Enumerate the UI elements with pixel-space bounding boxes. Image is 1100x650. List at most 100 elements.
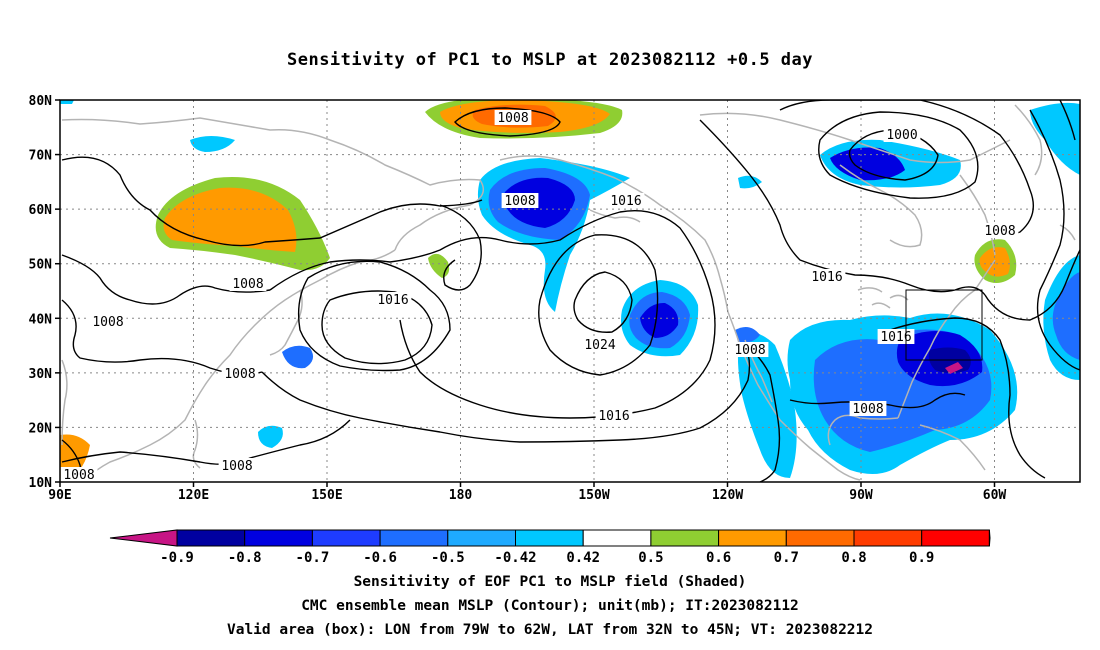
contour-1008-arctic (454, 107, 561, 137)
figure-title: Sensitivity of PC1 to MSLP at 2023082112… (286, 50, 813, 70)
svg-text:1008: 1008 (63, 468, 94, 483)
valid-area-box (905, 289, 983, 361)
colorbar-label: -0.42 (494, 550, 536, 566)
lat-tick-label: 80N (29, 94, 53, 109)
contour-label: 1016 (374, 292, 412, 308)
negative-area-okhotsk (60, 100, 74, 104)
coastline-greenland (1014, 104, 1043, 176)
negative-area-arctic-small (738, 175, 762, 189)
colorbar-label: -0.6 (363, 550, 397, 566)
contour-1016-pacific-outer (297, 260, 451, 372)
caption-line-2: CMC ensemble mean MSLP (Contour); unit(m… (301, 598, 799, 614)
coastline-philippines (192, 419, 201, 469)
colorbar-boxes (109, 529, 991, 547)
svg-text:1016: 1016 (610, 194, 641, 209)
coastline-india (61, 359, 68, 446)
coastline-asia-north (61, 117, 485, 251)
colorbar-swatch (582, 529, 652, 547)
positive-core-atlantic (979, 247, 1010, 277)
coastline-canada-arctic (699, 112, 1011, 164)
contour-1016-main (269, 210, 716, 419)
coastline-aleutian (589, 209, 641, 223)
colorbar-swatch (650, 529, 720, 547)
colorbar-labels: -0.9 -0.8 -0.7 -0.6 -0.5 -0.42 0.42 0.5 0.6 0.7 0.… (160, 550, 934, 566)
mslp-contours (61, 100, 1080, 482)
colorbar-swatch (515, 529, 584, 547)
coastline-na-west (719, 277, 861, 481)
caption-line-3: Valid area (box): LON from 79W to 62W, L… (226, 622, 873, 638)
contour-1008-mexico (744, 344, 781, 482)
lon-tick-label: 120W (712, 488, 743, 503)
lon-tick-label: 120E (178, 488, 209, 503)
negative-peak-ne-pacific (640, 302, 679, 338)
colorbar: -0.9 -0.8 -0.7 -0.6 -0.5 -0.42 0.42 0.5 0.6 0.7 0.… (109, 529, 991, 566)
lon-tick-label: 90W (849, 488, 873, 503)
negative-area-japan (282, 345, 314, 369)
contour-label: 1008 (218, 458, 256, 474)
colorbar-label: 0.5 (638, 550, 663, 566)
contour-1016-atlantic (984, 249, 1080, 321)
contour-label: 1008 (229, 276, 267, 292)
coastline-caribbean (919, 424, 986, 471)
contour-1016-north-america (699, 119, 986, 296)
coastline-great-lakes (857, 287, 909, 309)
contour-1008-far-east (1059, 100, 1076, 141)
svg-text:1008: 1008 (852, 402, 883, 417)
colorbar-swatch (853, 529, 923, 547)
negative-area-west-pacific (258, 425, 283, 448)
negative-area-mexico (737, 330, 797, 478)
contour-label: 1000 (883, 127, 921, 143)
contour-1024-inner (573, 271, 633, 333)
colorbar-label: 0.7 (774, 550, 799, 566)
contour-label: 1008 (849, 401, 887, 417)
svg-text:1016: 1016 (880, 330, 911, 345)
svg-text:1008: 1008 (224, 367, 255, 382)
positive-core-siberia (163, 187, 297, 252)
contour-1008-canada (779, 100, 1034, 237)
contour-label: 1008 (731, 342, 769, 358)
colorbar-label: -0.5 (431, 550, 465, 566)
coastline-japan (269, 289, 303, 356)
contour-1008-aleutian (439, 204, 482, 291)
colorbar-swatch (447, 529, 516, 547)
colorbar-swatch (379, 529, 449, 547)
lat-tick-label: 40N (29, 312, 53, 327)
colorbar-label: -0.9 (160, 550, 194, 566)
contour-label: 1008 (60, 467, 98, 483)
lat-tick-label: 50N (29, 258, 53, 273)
colorbar-extension-high (988, 529, 991, 547)
colorbar-label: 0.8 (841, 550, 866, 566)
negative-area-baja (735, 326, 760, 343)
contour-labels: 1008 1008 1016 1000 1008 1016 1008 1008 1016 1024… (60, 110, 1019, 483)
contour-1016-bermuda (889, 317, 1046, 479)
lat-tick-label: 10N (29, 476, 53, 491)
contour-1016-pacific (321, 290, 433, 365)
lat-tick-label: 70N (29, 149, 53, 164)
contour-label: 1008 (221, 366, 259, 382)
svg-text:1016: 1016 (377, 293, 408, 308)
negative-extreme-east-us (945, 362, 963, 374)
colorbar-extension-low (109, 529, 178, 547)
colorbar-swatch (244, 529, 313, 547)
contour-1008-tropical (61, 419, 351, 465)
svg-text:1016: 1016 (811, 270, 842, 285)
svg-text:1008: 1008 (984, 224, 1015, 239)
contour-label: 1016 (808, 269, 846, 285)
contour-label: 1016 (595, 408, 633, 424)
lon-tick-label: 60W (983, 488, 1007, 503)
svg-text:1008: 1008 (734, 343, 765, 358)
contour-1000-hudson (818, 111, 979, 199)
positive-area-kamchatka (428, 253, 450, 278)
coastline-gulf (827, 414, 899, 446)
colorbar-swatch (718, 529, 787, 547)
svg-text:1024: 1024 (584, 338, 615, 353)
contour-label: 1008 (501, 193, 539, 209)
lon-tick-label: 150E (311, 488, 342, 503)
colorbar-label: 0.6 (706, 550, 731, 566)
lat-tick-label: 20N (29, 421, 53, 436)
svg-text:1008: 1008 (504, 194, 535, 209)
map-frame (59, 99, 1081, 483)
lat-tick-label: 60N (29, 203, 53, 218)
lon-tick-label: 90E (48, 488, 71, 503)
